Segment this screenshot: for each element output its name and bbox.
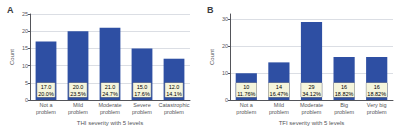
svg-text:problem: problem xyxy=(36,109,56,115)
svg-text:18.82%: 18.82% xyxy=(335,91,354,97)
svg-text:Mild: Mild xyxy=(274,102,284,108)
svg-text:Very big: Very big xyxy=(367,102,387,108)
svg-text:Catastrophic: Catastrophic xyxy=(159,102,190,108)
svg-text:Count: Count xyxy=(9,49,15,65)
svg-text:problem: problem xyxy=(334,109,354,115)
svg-text:10: 10 xyxy=(243,84,249,90)
svg-text:THI severity with 5 levels: THI severity with 5 levels xyxy=(77,120,143,126)
svg-text:34.12%: 34.12% xyxy=(302,91,321,97)
svg-text:TFI severity with 5 levels: TFI severity with 5 levels xyxy=(279,120,345,126)
svg-text:Severe: Severe xyxy=(133,102,150,108)
svg-text:17.6%: 17.6% xyxy=(134,91,150,97)
svg-text:14: 14 xyxy=(276,84,282,90)
svg-text:24.7%: 24.7% xyxy=(102,91,118,97)
svg-text:Moderate: Moderate xyxy=(98,102,121,108)
svg-text:18.82%: 18.82% xyxy=(367,91,386,97)
svg-text:0: 0 xyxy=(25,97,28,103)
svg-text:12.0: 12.0 xyxy=(169,84,180,90)
svg-text:15: 15 xyxy=(22,45,28,51)
svg-text:20: 20 xyxy=(222,43,228,49)
svg-text:16: 16 xyxy=(374,84,380,90)
svg-text:problem: problem xyxy=(164,109,184,115)
svg-text:5: 5 xyxy=(25,80,28,86)
svg-text:problem: problem xyxy=(100,109,120,115)
svg-text:14.1%: 14.1% xyxy=(166,91,182,97)
svg-text:Moderate: Moderate xyxy=(300,102,323,108)
svg-text:problem: problem xyxy=(269,109,289,115)
svg-text:10: 10 xyxy=(22,63,28,69)
svg-text:15.0: 15.0 xyxy=(137,84,148,90)
svg-text:10: 10 xyxy=(222,70,228,76)
svg-text:20.0: 20.0 xyxy=(73,84,84,90)
svg-text:A: A xyxy=(7,5,14,15)
svg-text:Not a: Not a xyxy=(39,102,53,108)
svg-text:0: 0 xyxy=(225,97,228,103)
svg-text:problem: problem xyxy=(302,109,322,115)
svg-text:problem: problem xyxy=(68,109,88,115)
svg-text:Count: Count xyxy=(209,49,215,65)
svg-text:23.5%: 23.5% xyxy=(70,91,86,97)
svg-text:30: 30 xyxy=(222,16,228,22)
svg-text:11.76%: 11.76% xyxy=(237,91,255,97)
svg-text:21.0: 21.0 xyxy=(105,84,116,90)
svg-text:problem: problem xyxy=(367,109,387,115)
svg-text:Mild: Mild xyxy=(73,102,83,108)
svg-text:20: 20 xyxy=(22,28,28,34)
svg-text:17.0: 17.0 xyxy=(41,84,52,90)
svg-text:16.47%: 16.47% xyxy=(270,91,289,97)
svg-text:problem: problem xyxy=(132,109,152,115)
svg-text:problem: problem xyxy=(236,109,256,115)
svg-text:20.0%: 20.0% xyxy=(38,91,54,97)
svg-text:Not a: Not a xyxy=(240,102,254,108)
svg-text:16: 16 xyxy=(341,84,347,90)
svg-text:29: 29 xyxy=(308,84,314,90)
svg-text:25: 25 xyxy=(22,11,28,17)
svg-text:B: B xyxy=(207,5,214,15)
svg-text:Big: Big xyxy=(340,102,348,108)
